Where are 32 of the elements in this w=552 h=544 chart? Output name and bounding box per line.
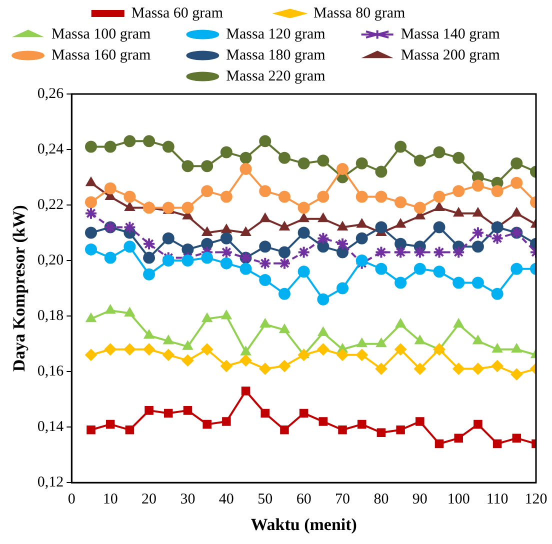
x-tick-label: 80 bbox=[374, 492, 389, 508]
legend-label: Massa 200 gram bbox=[400, 47, 530, 64]
y-tick-label: 0,18 bbox=[37, 308, 64, 324]
x-tick-label: 10 bbox=[102, 492, 118, 508]
y-tick-label: 0,26 bbox=[37, 86, 64, 102]
y-tick-label: 0,12 bbox=[37, 474, 64, 491]
legend-label: Massa 100 gram bbox=[52, 26, 181, 42]
legend-label: Massa 120 gram bbox=[226, 26, 356, 42]
x-axis-title: Waktu (menit) bbox=[250, 515, 357, 534]
legend-label: Massa 160 gram bbox=[52, 47, 181, 64]
x-tick-label: 110 bbox=[486, 492, 508, 508]
legend-label: Massa 180 gram bbox=[226, 47, 356, 64]
y-tick-label: 0,16 bbox=[37, 364, 64, 380]
x-tick-label: 60 bbox=[296, 492, 312, 508]
legend-label: Massa 60 gram bbox=[131, 5, 268, 22]
y-tick-label: 0,20 bbox=[37, 252, 64, 268]
legend-label: Massa 80 gram bbox=[314, 5, 450, 22]
y-tick-label: 0,24 bbox=[37, 141, 64, 158]
legend-label: Massa 220 gram bbox=[226, 68, 356, 84]
x-tick-label: 70 bbox=[335, 492, 350, 508]
x-tick-label: 90 bbox=[412, 492, 428, 508]
x-tick-label: 40 bbox=[218, 492, 234, 508]
x-tick-label: 30 bbox=[180, 492, 196, 508]
x-tick-label: 100 bbox=[447, 492, 470, 508]
y-tick-label: 0,22 bbox=[37, 196, 64, 213]
y-axis-title: Daya Kompresor (kW) bbox=[10, 205, 29, 372]
x-tick-label: 0 bbox=[68, 492, 76, 508]
x-tick-label: 50 bbox=[258, 492, 273, 508]
y-tick-label: 0,14 bbox=[37, 419, 64, 436]
x-tick-label: 120 bbox=[524, 492, 548, 508]
x-tick-label: 20 bbox=[142, 492, 157, 508]
legend-label: Massa 140 gram bbox=[400, 26, 530, 42]
